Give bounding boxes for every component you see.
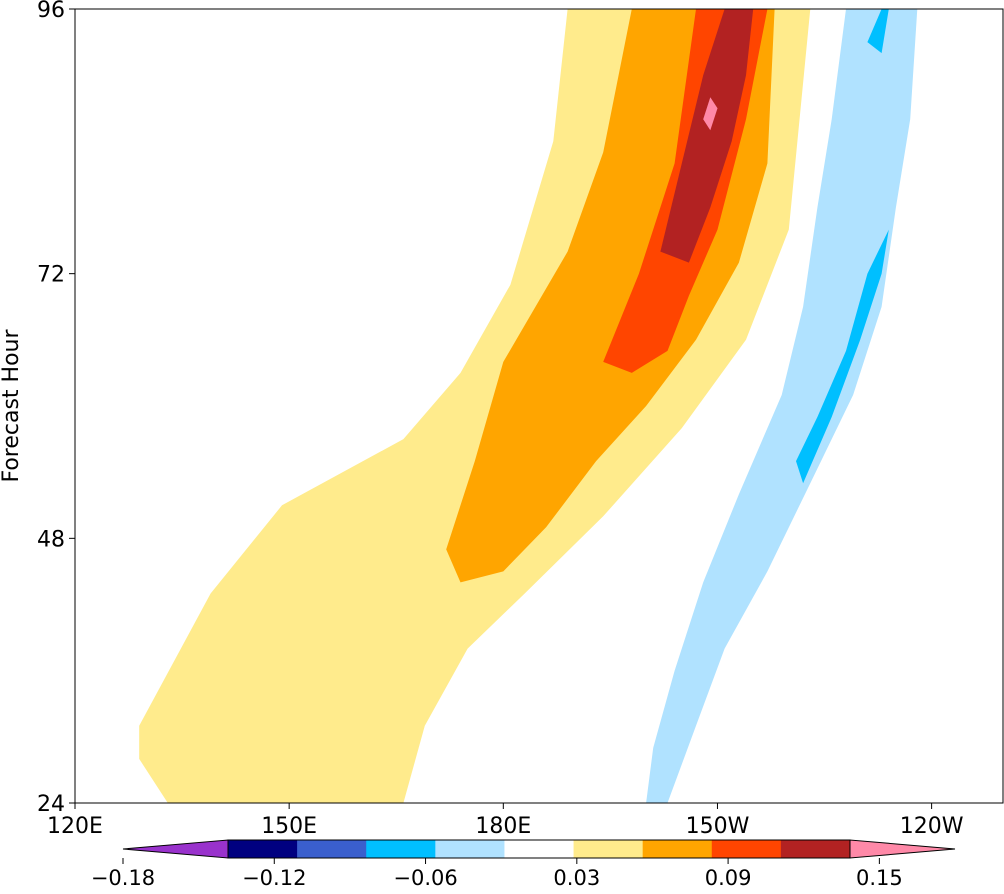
colorbar-tick-label: −0.06: [393, 866, 457, 890]
colorbar-extend-low: [122, 839, 229, 859]
colorbar-bin: [642, 840, 713, 858]
plot-frame: [74, 8, 1004, 804]
contour-region-6: [796, 229, 889, 484]
colorbar-outline: [227, 839, 851, 859]
contour-region-7: [867, 9, 889, 54]
x-axis: 120E 150E 180E 150W 120W: [47, 803, 964, 839]
x-tick-label: 120W: [900, 814, 964, 839]
colorbar-tick-label: −0.12: [242, 866, 306, 890]
y-tick-label: 24: [37, 792, 65, 817]
colorbar-tick-label: 0.15: [856, 866, 903, 890]
colorbar: −0.18 −0.12 −0.06 0.03 0.09 0.15: [91, 839, 956, 890]
colorbar-bin: [780, 840, 851, 858]
contour-layer: [139, 9, 918, 803]
x-tick-label: 150E: [261, 814, 317, 839]
contour-region-4: [703, 97, 718, 131]
y-axis: 24 48 72 96: [37, 0, 75, 817]
colorbar-bin: [504, 840, 575, 858]
colorbar-extend-high: [849, 839, 956, 859]
colorbar-bin: [228, 840, 298, 858]
colorbar-bin: [366, 840, 436, 858]
y-tick-label: 72: [37, 263, 65, 288]
contour-region-5: [646, 9, 918, 803]
x-tick-label: 120E: [47, 814, 103, 839]
colorbar-bin: [573, 840, 644, 858]
x-tick-label: 150W: [686, 814, 750, 839]
y-tick-label: 96: [37, 0, 65, 23]
colorbar-tick-label: −0.18: [91, 866, 155, 890]
colorbar-bin: [711, 840, 782, 858]
y-axis-label: Forecast Hour: [0, 329, 24, 483]
x-tick-label: 180E: [475, 814, 531, 839]
contour-region-3: [660, 9, 754, 263]
colorbar-tick-label: 0.03: [553, 866, 600, 890]
colorbar-tick-label: 0.09: [705, 866, 752, 890]
colorbar-bin: [435, 840, 505, 858]
colorbar-bin: [297, 840, 367, 858]
y-tick-label: 48: [37, 527, 65, 552]
